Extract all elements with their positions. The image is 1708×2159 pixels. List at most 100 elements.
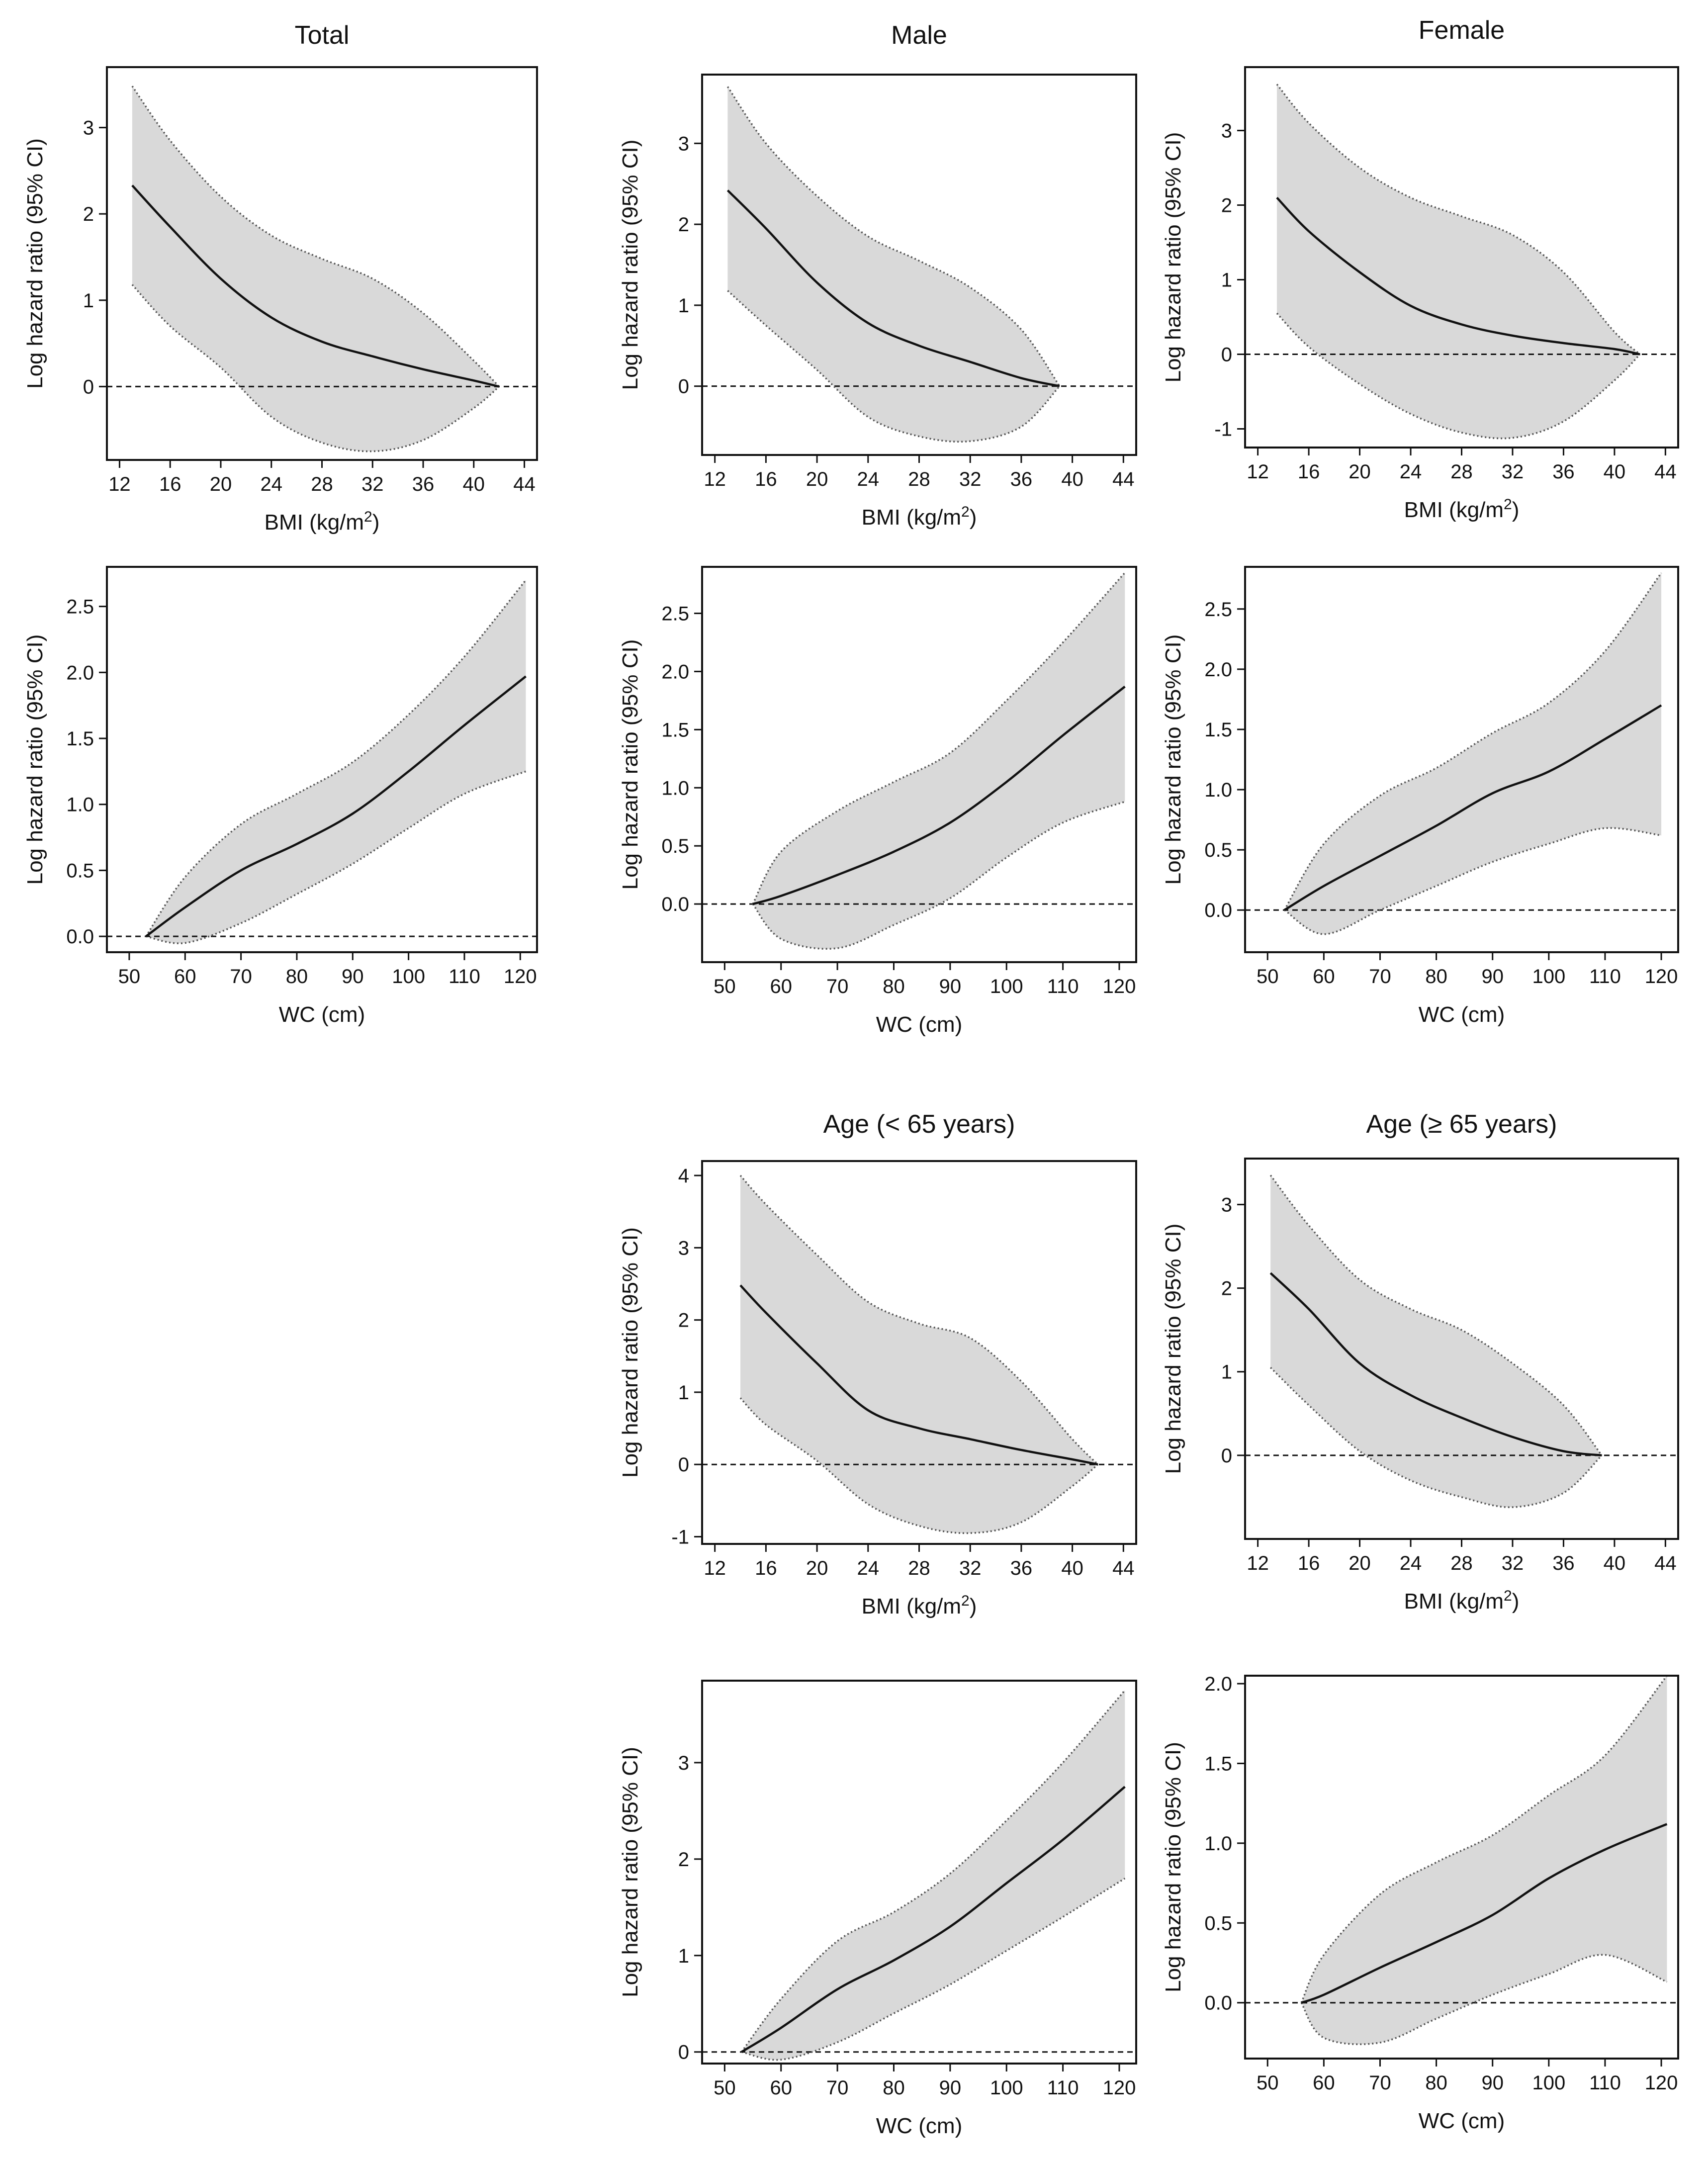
ci-band [1284,573,1662,934]
x-tick-label: 120 [504,966,537,988]
x-axis-label: WC (cm) [876,1012,963,1037]
estimate-line [1269,1272,1602,1457]
y-tick-label: 1 [1221,1361,1232,1383]
y-axis-label: Log hazard ratio (95% CI) [23,634,47,885]
x-tick-label: 100 [1532,966,1565,988]
y-tick-label: 3 [83,117,94,139]
x-axis-label-text: BMI (kg/m [1404,1589,1504,1614]
panel-total-wc: 50 60 70 80 90 100 110 120 0.0 0.5 1.0 1.5 2.0 2.5 WC … [23,566,538,1027]
x-tick-label: 24 [1400,461,1422,483]
x-tick-label: 36 [412,473,435,495]
y-tick-label: 1 [83,290,94,312]
x-tick-label: 28 [908,1557,930,1579]
y-tick-label: 1.0 [1204,779,1232,801]
x-tick-label: 20 [806,1557,828,1579]
y-tick-label: 0.5 [66,860,94,882]
ci-upper-line [1269,1174,1603,1456]
ci-upper-line [145,579,527,937]
panel-title: Total [295,21,350,50]
x-tick-label: 44 [1654,461,1677,483]
estimate-line [131,184,500,388]
x-axis-label-tail: ) [1512,498,1520,522]
x-tick-label: 60 [1313,966,1335,988]
y-axis-label: Log hazard ratio (95% CI) [1161,132,1185,383]
x-tick-label: 20 [1348,1552,1371,1574]
panel-female-wc: 50 60 70 80 90 100 110 120 0.0 0.5 1.0 1.5 2.0 2.5 WC … [1161,566,1679,1027]
x-tick-label: 120 [1103,2077,1136,2099]
x-tick-label: 40 [463,473,485,495]
y-tick-label: -1 [1214,419,1232,441]
y-tick-label: -1 [671,1526,689,1548]
y-axis-label: Log hazard ratio (95% CI) [1161,1742,1185,1992]
x-axis-label-tail: ) [1512,1589,1520,1614]
y-tick-label: 2.5 [661,603,689,625]
ci-band [1301,1676,1667,2045]
ci-lower-line [752,801,1125,950]
x-tick-label: 120 [1645,966,1678,988]
estimate-line [741,1786,1126,2053]
x-axis-label: BMI (kg/m2) [862,1593,977,1619]
x-tick-label: 120 [1645,2072,1678,2094]
x-tick-label: 44 [1654,1552,1677,1574]
x-tick-label: 50 [1257,2072,1279,2094]
x-tick-label: 70 [826,976,849,997]
x-tick-label: 32 [959,1557,982,1579]
y-tick-label: 1.5 [1204,1753,1232,1775]
ci-upper-line [752,572,1126,904]
x-tick-label: 50 [118,966,141,988]
x-tick-label: 100 [990,2077,1023,2099]
y-tick-label: 3 [1221,120,1232,142]
estimate-line [726,189,1060,387]
x-tick-label: 80 [1425,2072,1447,2094]
x-tick-label: 28 [1450,461,1473,483]
y-tick-label: 1.0 [1204,1833,1232,1855]
x-tick-label: 24 [857,1557,880,1579]
x-tick-label: 28 [311,473,333,495]
x-tick-label: 12 [1247,461,1269,483]
y-tick-label: 0 [678,376,689,398]
x-axis-label: WC (cm) [876,2114,963,2138]
x-tick-label: 100 [990,976,1023,997]
x-axis-label-superscript: 2 [1504,496,1512,513]
y-tick-label: 0 [83,376,94,398]
ci-band [1277,84,1640,439]
ci-band [740,1175,1098,1533]
y-axis-label: Log hazard ratio (95% CI) [618,140,642,390]
x-tick-label: 24 [260,473,282,495]
x-tick-label: 44 [1112,468,1135,490]
estimate-line [145,675,527,938]
x-tick-label: 70 [230,966,252,988]
panel-over65-wc: 50 60 70 80 90 100 110 120 0.0 0.5 1.0 1.5 2.0 WC (cm… [1161,1673,1679,2133]
y-tick-label: 1 [678,1382,689,1404]
y-tick-label: 0.5 [661,835,689,857]
y-tick-label: 1.5 [1204,719,1232,741]
ci-upper-line [1283,572,1662,911]
x-tick-label: 36 [1010,1557,1033,1579]
x-axis-label-text: BMI (kg/m [1404,498,1504,522]
y-tick-label: 2.0 [1204,1673,1232,1695]
ci-upper-line [1276,84,1641,355]
x-tick-label: 110 [449,966,480,988]
x-axis-label: BMI (kg/m2) [862,504,977,530]
x-axis-label: BMI (kg/m2) [1404,1588,1520,1614]
x-tick-label: 32 [959,468,982,490]
x-axis-label-text: WC (cm) [876,1012,963,1037]
x-tick-label: 40 [1061,1557,1083,1579]
x-tick-label: 90 [1481,966,1504,988]
y-tick-label: 0.0 [1204,900,1232,921]
panel-title: Age (< 65 years) [823,1110,1015,1139]
x-tick-label: 44 [1112,1557,1135,1579]
x-axis-label: WC (cm) [279,1002,365,1027]
x-tick-label: 80 [1425,966,1447,988]
y-tick-label: 3 [1221,1194,1232,1216]
x-tick-label: 100 [392,966,425,988]
x-tick-label: 50 [1257,966,1279,988]
x-tick-label: 120 [1103,976,1136,997]
x-axis-label-text: BMI (kg/m [862,1594,961,1619]
x-axis-label: BMI (kg/m2) [265,509,380,535]
y-tick-label: 1.0 [66,794,94,816]
ci-band [727,87,1060,442]
x-tick-label: 90 [342,966,364,988]
